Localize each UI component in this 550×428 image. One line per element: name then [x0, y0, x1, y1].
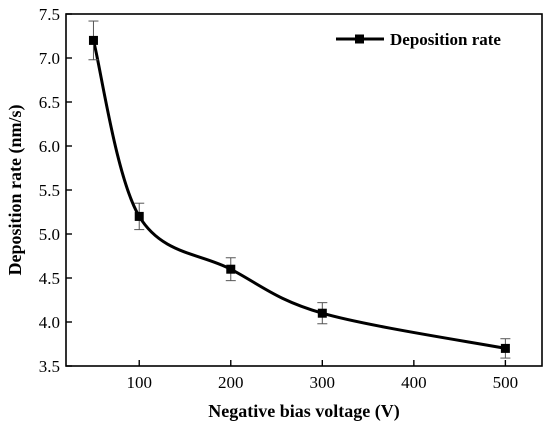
y-tick-label: 5.0	[39, 225, 60, 244]
y-tick-label: 6.0	[39, 137, 60, 156]
x-tick-label: 100	[126, 373, 152, 392]
legend: Deposition rate	[336, 30, 501, 49]
series-layer	[88, 20, 511, 359]
data-point	[88, 35, 98, 45]
data-point	[226, 264, 236, 274]
x-tick-label: 400	[401, 373, 427, 392]
y-tick-label: 7.0	[39, 49, 60, 68]
legend-marker	[355, 34, 364, 44]
x-tick-label: 300	[310, 373, 336, 392]
data-point	[134, 211, 144, 221]
legend-label: Deposition rate	[390, 30, 501, 49]
x-tick-label: 200	[218, 373, 244, 392]
y-axis-label: Deposition rate (nm/s)	[5, 105, 26, 276]
y-tick-label: 6.5	[39, 93, 60, 112]
series-line	[92, 40, 506, 350]
data-point	[500, 343, 510, 353]
x-axis-label: Negative bias voltage (V)	[208, 401, 399, 422]
y-tick-label: 3.5	[39, 357, 60, 376]
y-tick-label: 7.5	[39, 5, 60, 24]
plot-frame	[65, 13, 543, 367]
y-axis-ticks: 3.5 4.0 4.5 5.0 5.5 6.0 6.5 7.0 7.5	[39, 5, 72, 376]
y-tick-label: 5.5	[39, 181, 60, 200]
x-axis-ticks: 100 200 300 400 500	[126, 360, 518, 392]
x-tick-label: 500	[493, 373, 519, 392]
y-tick-label: 4.0	[39, 313, 60, 332]
y-tick-label: 4.5	[39, 269, 60, 288]
data-point	[317, 308, 327, 318]
